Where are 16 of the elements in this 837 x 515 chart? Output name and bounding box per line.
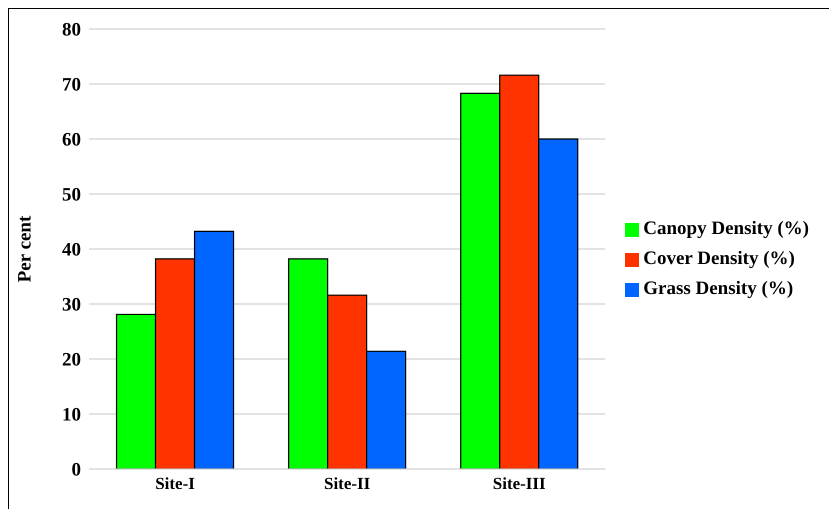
legend-label: Cover Density (%) xyxy=(643,248,795,269)
legend-label: Grass Density (%) xyxy=(643,278,794,299)
x-tick-label: Site-III xyxy=(492,474,546,494)
y-tick-label: 10 xyxy=(62,404,81,426)
y-tick-label: 50 xyxy=(62,184,81,206)
y-tick-label: 60 xyxy=(62,130,81,151)
y-tick-label: 80 xyxy=(62,20,81,41)
y-axis-title: Per cent xyxy=(14,215,36,282)
y-tick-label: 0 xyxy=(72,460,81,481)
legend-label: Canopy Density (%) xyxy=(643,218,809,239)
y-tick-label: 40 xyxy=(62,240,81,261)
x-tick-label: Site-II xyxy=(324,474,371,494)
y-tick-label: 70 xyxy=(62,74,81,96)
x-tick-label: Site-I xyxy=(155,474,196,494)
y-tick-label: 30 xyxy=(62,294,81,316)
y-tick-label: 20 xyxy=(62,350,81,371)
